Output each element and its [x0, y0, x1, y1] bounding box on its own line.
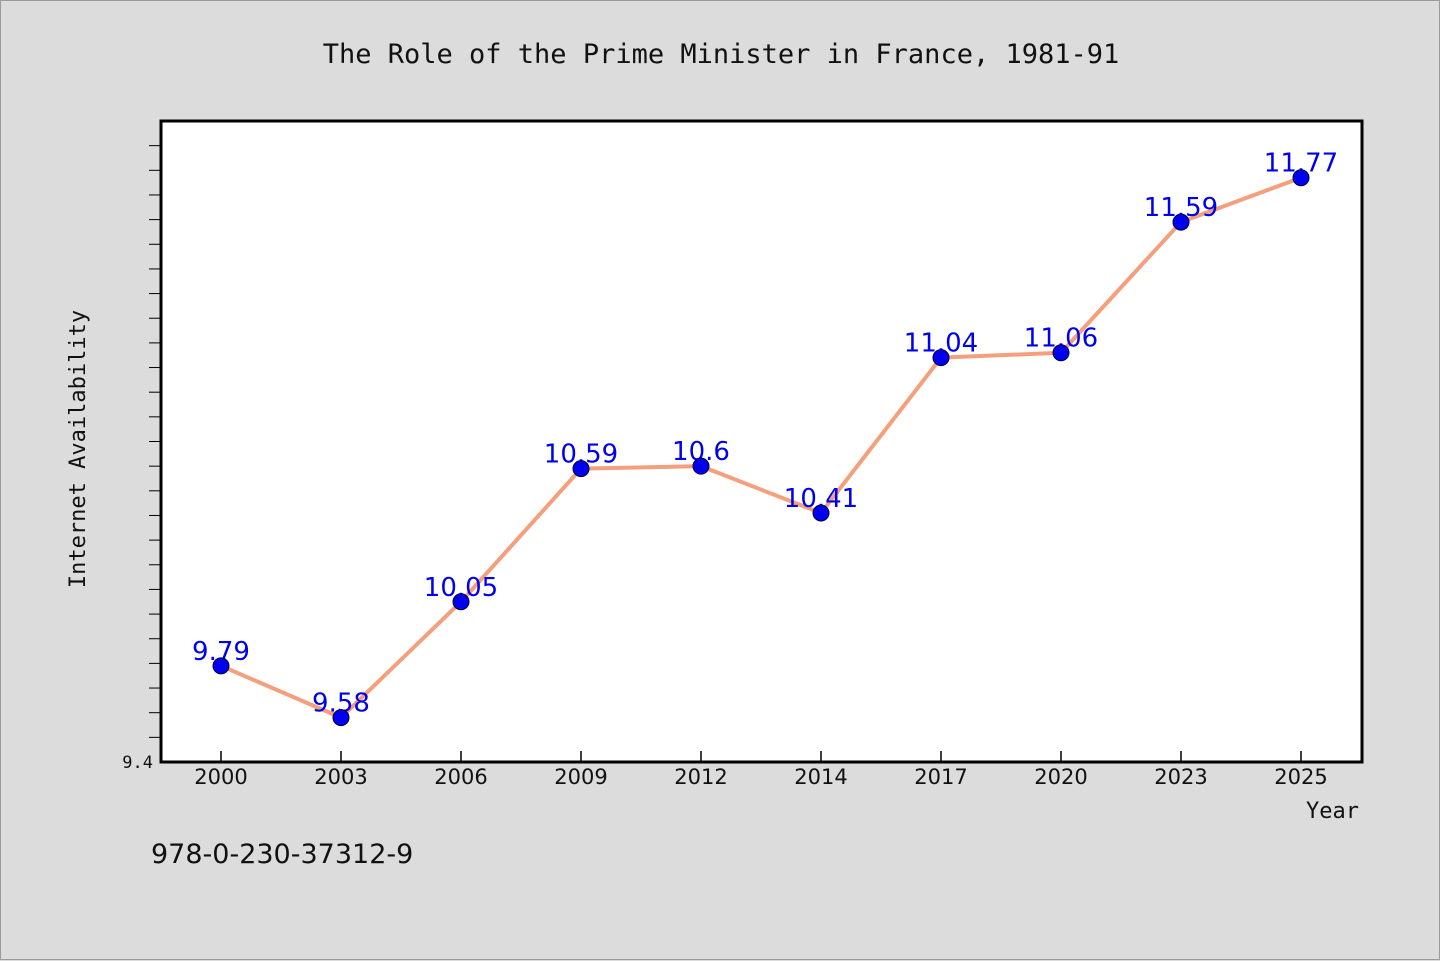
data-point — [932, 349, 950, 367]
data-point — [812, 504, 830, 522]
x-tick-label: 2014 — [794, 765, 847, 789]
x-tick-label: 2017 — [914, 765, 967, 789]
x-axis-ticks — [220, 751, 1302, 762]
series-line — [219, 175, 1303, 720]
data-point — [692, 457, 710, 475]
x-tick-label: 2006 — [434, 765, 487, 789]
x-tick-label: 2000 — [194, 765, 247, 789]
chart-title: The Role of the Prime Minister in France… — [323, 39, 1120, 70]
data-point — [1172, 213, 1190, 231]
x-tick-label: 2009 — [554, 765, 607, 789]
x-tick-label: 2020 — [1034, 765, 1087, 789]
plot-area — [159, 119, 1364, 764]
data-point — [452, 593, 470, 611]
data-point — [332, 709, 350, 727]
x-tick-label: 2025 — [1274, 765, 1327, 789]
x-tick-label: 2012 — [674, 765, 727, 789]
x-axis-tick-labels: 2000 2003 2006 2009 2012 2014 2017 2020 2023 2025 — [194, 765, 1327, 789]
isbn-footer: 978-0-230-37312-9 — [151, 839, 413, 870]
data-point — [572, 460, 590, 478]
y-axis-label: Internet Availability — [66, 310, 91, 588]
y-tick-label: 9.4 — [122, 753, 153, 773]
data-point — [1292, 169, 1310, 187]
data-point — [212, 657, 230, 675]
x-tick-label: 2023 — [1154, 765, 1207, 789]
y-axis-ticks — [149, 145, 161, 738]
y-axis-tick-labels: 9.4 — [122, 753, 153, 773]
x-tick-label: 2003 — [314, 765, 367, 789]
data-point — [1052, 344, 1070, 362]
x-axis-label: Year — [1306, 799, 1359, 824]
